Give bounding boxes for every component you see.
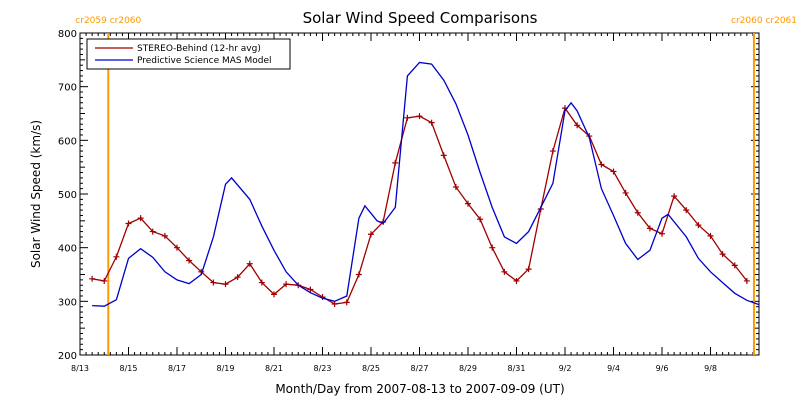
x-tick-label: 8/27 — [411, 364, 429, 373]
x-tick-label: 8/25 — [362, 364, 380, 373]
x-tick-label: 8/15 — [120, 364, 138, 373]
stereo-data-point — [598, 161, 605, 168]
stereo-data-point — [258, 279, 265, 286]
y-tick-label: 500 — [58, 190, 77, 201]
stereo-data-point — [513, 277, 520, 284]
stereo-data-point — [404, 114, 411, 121]
legend-box — [86, 38, 291, 70]
stereo-data-point — [307, 286, 314, 293]
chart-title: Solar Wind Speed Comparisons — [303, 9, 538, 27]
x-tick-label: 9/4 — [607, 364, 620, 373]
stereo-data-point — [610, 168, 617, 175]
stereo-data-point — [465, 200, 471, 207]
x-axis: 8/13 8/15 8/17 8/19 8/21 8/23 8/25 8/27 8/29 8/31… — [71, 33, 754, 373]
stereo-data-point — [355, 271, 362, 278]
stereo-data-point — [246, 260, 253, 267]
y-axis: 200 300 400 500 600 700 800 — [58, 29, 759, 362]
stereo-data-point — [549, 148, 556, 155]
x-tick-label: 8/19 — [217, 364, 235, 373]
stereo-data-point — [392, 159, 399, 166]
stereo-data-point — [695, 222, 702, 229]
x-tick-label: 8/31 — [508, 364, 526, 373]
stereo-data-point — [186, 257, 193, 264]
stereo-data-point — [659, 230, 665, 237]
stereo-data-point — [137, 215, 144, 222]
stereo-data-point — [161, 232, 168, 239]
stereo-data-point — [210, 279, 217, 286]
stereo-data-point — [125, 220, 132, 227]
stereo-data-point — [222, 281, 229, 288]
stereo-data-point — [101, 277, 108, 284]
stereo-data-point — [731, 262, 738, 269]
stereo-data-point — [271, 291, 277, 298]
x-tick-label: 8/29 — [459, 364, 477, 373]
plot-frame — [79, 32, 760, 356]
x-tick-label: 8/13 — [71, 364, 89, 373]
stereo-data-point — [416, 113, 423, 120]
stereo-data-point — [489, 244, 496, 251]
stereo-data-point — [501, 268, 508, 275]
stereo-data-point — [743, 277, 750, 284]
series-layer — [89, 61, 760, 308]
stereo-data-point — [719, 251, 726, 258]
legend-label-mas: Predictive Science MAS Model — [137, 56, 272, 66]
stereo-data-point — [331, 301, 338, 308]
stereo-data-point — [525, 266, 532, 273]
stereo-data-point — [149, 228, 156, 235]
x-tick-label: 9/8 — [704, 364, 717, 373]
y-tick-label: 400 — [58, 244, 77, 255]
y-tick-label: 200 — [58, 351, 77, 362]
y-axis-title: Solar Wind Speed (km/s) — [29, 120, 43, 268]
stereo-data-point — [574, 122, 581, 129]
stereo-data-point — [452, 184, 459, 191]
x-tick-label: 8/17 — [168, 364, 186, 373]
stereo-data-point — [671, 193, 678, 200]
stereo-data-point — [440, 152, 447, 159]
stereo-data-point — [113, 253, 120, 260]
stereo-data-point — [283, 281, 290, 288]
stereo-data-point — [343, 299, 350, 306]
legend: STEREO-Behind (12-hr avg) Predictive Sci… — [86, 38, 291, 70]
x-axis-title: Month/Day from 2007-08-13 to 2007-09-09 … — [275, 382, 564, 396]
x-tick-label: 8/21 — [265, 364, 283, 373]
y-tick-label: 800 — [58, 29, 77, 40]
stereo-data-point — [683, 207, 690, 214]
x-tick-label: 8/23 — [314, 364, 332, 373]
stereo-data-point — [622, 189, 629, 196]
x-tick-label: 9/6 — [656, 364, 669, 373]
stereo-data-point — [646, 225, 653, 232]
stereo-data-point — [234, 274, 241, 281]
stereo-data-point — [477, 216, 484, 223]
stereo-series-line — [91, 106, 748, 305]
stereo-data-point — [634, 209, 641, 216]
legend-label-stereo: STEREO-Behind (12-hr avg) — [137, 44, 261, 54]
stereo-data-point — [368, 231, 374, 238]
stereo-data-point — [174, 244, 180, 251]
stereo-data-point — [707, 232, 714, 239]
rotation-markers: cr2059 cr2060 cr2060 cr2061 — [75, 16, 797, 355]
stereo-data-point — [89, 275, 96, 282]
rotation-marker-label: cr2060 cr2061 — [731, 16, 797, 26]
mas-series-line — [92, 61, 760, 307]
stereo-data-point — [428, 119, 435, 126]
y-tick-label: 600 — [58, 136, 77, 147]
x-tick-label: 9/2 — [559, 364, 572, 373]
rotation-marker-label: cr2059 cr2060 — [75, 16, 141, 26]
y-tick-label: 300 — [58, 297, 77, 308]
y-tick-label: 700 — [58, 83, 77, 94]
